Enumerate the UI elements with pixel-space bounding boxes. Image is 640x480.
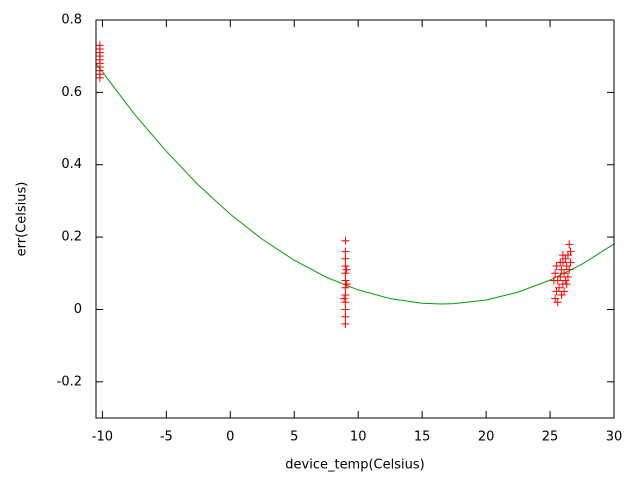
y-tick-label: 0.6 [61, 85, 82, 100]
point [551, 269, 560, 278]
point [340, 294, 349, 303]
point [553, 298, 562, 307]
point [566, 247, 575, 256]
y-axis-label: err(Celsius) [15, 182, 30, 257]
point [549, 276, 558, 285]
point [341, 269, 350, 278]
point [565, 265, 574, 274]
point [562, 280, 571, 289]
point [566, 258, 575, 267]
point [555, 283, 564, 292]
point [342, 280, 351, 289]
point [552, 262, 561, 271]
point [558, 251, 567, 260]
point [342, 265, 351, 274]
fit-line [95, 63, 615, 305]
point [565, 240, 574, 249]
x-tick-label: 25 [542, 430, 559, 445]
y-tick-label: 0.8 [61, 13, 82, 28]
point [560, 287, 569, 296]
x-tick-label: 0 [226, 430, 234, 445]
x-tick-label: 30 [606, 430, 623, 445]
y-tick-label: -0.2 [57, 374, 82, 389]
x-tick-label: 20 [478, 430, 495, 445]
x-axis-label: device_temp(Celsius) [285, 458, 424, 473]
x-tick-label: -10 [92, 430, 113, 445]
point [341, 305, 350, 314]
point [341, 247, 350, 256]
point [341, 236, 350, 245]
point [341, 276, 350, 285]
x-tick-label: 10 [350, 430, 367, 445]
x-tick-label: 5 [290, 430, 298, 445]
point [341, 290, 350, 299]
point [341, 298, 350, 307]
point [341, 254, 350, 263]
point [341, 312, 350, 321]
x-tick-label: 15 [414, 430, 431, 445]
y-tick-label: 0.2 [61, 230, 82, 245]
point [556, 272, 565, 281]
point [341, 319, 350, 328]
y-tick-label: 0 [74, 302, 82, 317]
point [341, 283, 350, 292]
point [560, 269, 569, 278]
point [563, 272, 572, 281]
y-tick-label: 0.4 [61, 157, 82, 172]
plot-border [95, 19, 615, 419]
point [556, 258, 565, 267]
point [95, 41, 104, 50]
point [341, 262, 350, 271]
x-tick-label: -5 [160, 430, 173, 445]
